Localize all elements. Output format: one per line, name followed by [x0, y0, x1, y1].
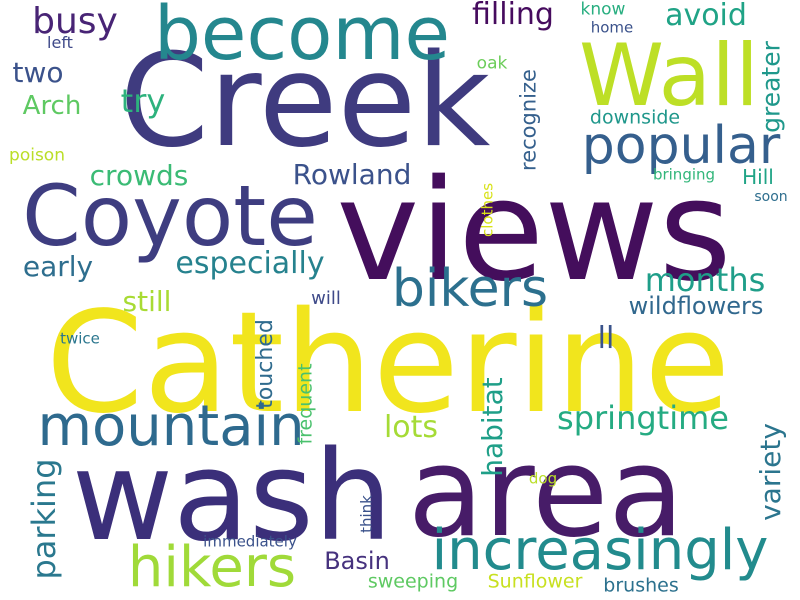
word-touched: touched — [253, 319, 278, 409]
word-home: home — [590, 18, 634, 37]
word-clothes: clothes — [478, 182, 497, 238]
word-hill: Hill — [742, 165, 774, 189]
word-try: try — [120, 82, 166, 120]
word-will: will — [311, 288, 341, 309]
word-bringing: bringing — [652, 165, 716, 184]
word-bikers: bikers — [391, 259, 549, 319]
word-two: two — [12, 56, 64, 89]
word-springtime: springtime — [557, 399, 729, 437]
word-greater: greater — [756, 41, 786, 133]
word-immediately: immediately — [203, 532, 297, 551]
word-months: months — [644, 261, 766, 299]
word-busy: busy — [32, 1, 118, 42]
word-ll: ll — [597, 321, 615, 356]
word-left: left — [47, 33, 73, 52]
word-views: views — [336, 150, 732, 313]
word-arch: Arch — [22, 91, 82, 121]
word-filling: filling — [472, 0, 554, 32]
word-become: become — [153, 0, 451, 77]
word-basin: Basin — [324, 547, 390, 575]
word-know: know — [580, 0, 626, 20]
word-mountain: mountain — [37, 394, 305, 459]
word-area: area — [407, 421, 685, 565]
word-twice: twice — [60, 329, 100, 348]
word-soon: soon — [754, 189, 788, 205]
word-popular: popular — [581, 116, 781, 176]
word-wall: Wall — [578, 26, 760, 126]
word-wildflowers: wildflowers — [628, 292, 764, 320]
word-coyote: Coyote — [22, 167, 318, 265]
word-sunflower: Sunflower — [487, 570, 583, 593]
word-avoid: avoid — [665, 0, 747, 33]
word-hikers: hikers — [127, 535, 297, 600]
word-think: think — [357, 495, 376, 533]
word-creek: Creek — [119, 27, 491, 176]
word-oak: oak — [476, 53, 508, 74]
word-catherine: Catherine — [45, 282, 731, 445]
word-sweeping: sweeping — [367, 570, 459, 593]
word-lots: lots — [383, 410, 439, 445]
word-brushes: brushes — [603, 574, 679, 597]
word-recognize: recognize — [516, 69, 541, 171]
word-wash: wash — [71, 425, 393, 569]
word-especially: especially — [175, 246, 325, 281]
word-still: still — [122, 285, 172, 318]
word-parking: parking — [25, 458, 63, 580]
word-increasingly: increasingly — [431, 518, 769, 583]
word-downside: downside — [589, 106, 681, 129]
word-poison: poison — [9, 145, 65, 166]
word-rowland: Rowland — [292, 158, 412, 191]
word-dog: dog — [528, 469, 558, 488]
word-frequent: frequent — [294, 363, 317, 445]
word-habitat: habitat — [476, 377, 509, 477]
word-early: early — [22, 250, 94, 283]
word-variety: variety — [754, 423, 787, 521]
word-crowds: crowds — [89, 159, 189, 192]
